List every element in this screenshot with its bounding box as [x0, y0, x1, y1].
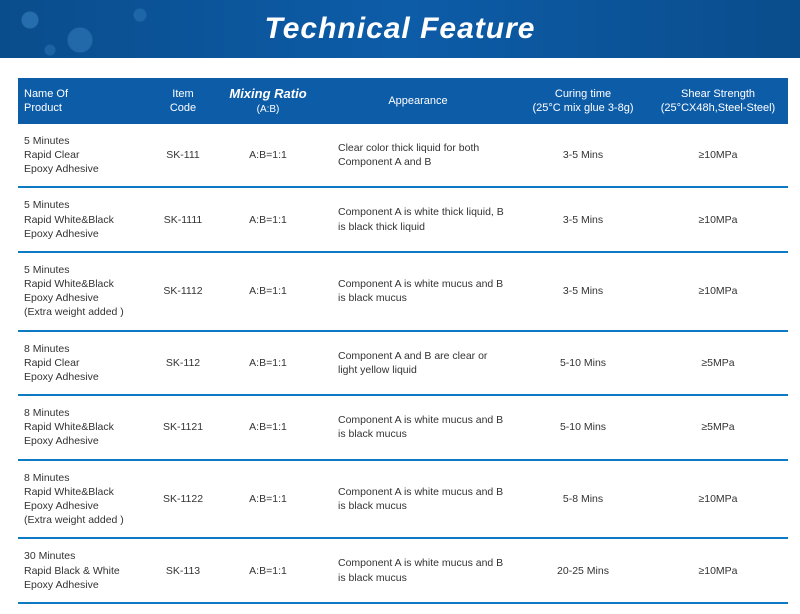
cell-shear-strength: ≥10MPa [648, 187, 788, 252]
cell-curing-time: 20-25 Mins [518, 538, 648, 603]
table-row: 8 MinutesRapid White&BlackEpoxy Adhesive… [18, 395, 788, 460]
page-header: Technical Feature [0, 0, 800, 58]
page-title: Technical Feature [265, 12, 536, 46]
col-header-curing: Curing time(25°C mix glue 3-8g) [518, 78, 648, 124]
cell-shear-strength: ≥5MPa [648, 331, 788, 396]
cell-curing-time: 3-5 Mins [518, 187, 648, 252]
cell-curing-time: 3-5 Mins [518, 252, 648, 331]
col-header-code: ItemCode [148, 78, 218, 124]
cell-curing-time: 3-5 Mins [518, 124, 648, 188]
cell-curing-time: 5-10 Mins [518, 395, 648, 460]
table-row: 8 MinutesRapid White&BlackEpoxy Adhesive… [18, 460, 788, 539]
cell-mix-ratio: A:B=1:1 [218, 460, 318, 539]
cell-curing-time: 5-10 Mins [518, 331, 648, 396]
mix-ratio-label: Mixing Ratio [224, 86, 312, 103]
cell-appearance: Component A is white mucus and B is blac… [318, 395, 518, 460]
cell-mix-ratio: A:B=1:1 [218, 395, 318, 460]
col-header-name: Name OfProduct [18, 78, 148, 124]
cell-mix-ratio: A:B=1:1 [218, 187, 318, 252]
col-header-mix: Mixing Ratio (A:B) [218, 78, 318, 124]
table-body: 5 MinutesRapid ClearEpoxy AdhesiveSK-111… [18, 124, 788, 603]
cell-shear-strength: ≥10MPa [648, 538, 788, 603]
cell-shear-strength: ≥10MPa [648, 252, 788, 331]
col-header-appearance: Appearance [318, 78, 518, 124]
cell-product-name: 5 MinutesRapid White&BlackEpoxy Adhesive… [18, 252, 148, 331]
table-row: 5 MinutesRapid ClearEpoxy AdhesiveSK-111… [18, 124, 788, 188]
cell-mix-ratio: A:B=1:1 [218, 124, 318, 188]
cell-curing-time: 5-8 Mins [518, 460, 648, 539]
cell-item-code: SK-1112 [148, 252, 218, 331]
table-row: 8 MinutesRapid ClearEpoxy AdhesiveSK-112… [18, 331, 788, 396]
cell-item-code: SK-1121 [148, 395, 218, 460]
cell-product-name: 30 MinutesRapid Black & WhiteEpoxy Adhes… [18, 538, 148, 603]
cell-appearance: Component A is white mucus and B is blac… [318, 460, 518, 539]
cell-mix-ratio: A:B=1:1 [218, 331, 318, 396]
cell-item-code: SK-1122 [148, 460, 218, 539]
cell-appearance: Clear color thick liquid for both Compon… [318, 124, 518, 188]
cell-appearance: Component A is white mucus and B is blac… [318, 538, 518, 603]
col-header-shear: Shear Strength(25°CX48h,Steel-Steel) [648, 78, 788, 124]
cell-mix-ratio: A:B=1:1 [218, 252, 318, 331]
cell-product-name: 8 MinutesRapid White&BlackEpoxy Adhesive [18, 395, 148, 460]
mix-ratio-sublabel: (A:B) [224, 103, 312, 116]
cell-appearance: Component A and B are clear or light yel… [318, 331, 518, 396]
cell-product-name: 8 MinutesRapid White&BlackEpoxy Adhesive… [18, 460, 148, 539]
cell-shear-strength: ≥5MPa [648, 395, 788, 460]
cell-product-name: 5 MinutesRapid White&BlackEpoxy Adhesive [18, 187, 148, 252]
cell-product-name: 5 MinutesRapid ClearEpoxy Adhesive [18, 124, 148, 188]
cell-mix-ratio: A:B=1:1 [218, 538, 318, 603]
cell-shear-strength: ≥10MPa [648, 124, 788, 188]
cell-item-code: SK-111 [148, 124, 218, 188]
cell-item-code: SK-1111 [148, 187, 218, 252]
table-row: 5 MinutesRapid White&BlackEpoxy Adhesive… [18, 252, 788, 331]
cell-appearance: Component A is white mucus and B is blac… [318, 252, 518, 331]
cell-product-name: 8 MinutesRapid ClearEpoxy Adhesive [18, 331, 148, 396]
cell-shear-strength: ≥10MPa [648, 460, 788, 539]
cell-item-code: SK-113 [148, 538, 218, 603]
table-container: Name OfProduct ItemCode Mixing Ratio (A:… [0, 58, 800, 614]
cell-item-code: SK-112 [148, 331, 218, 396]
cell-appearance: Component A is white thick liquid, B is … [318, 187, 518, 252]
spec-table: Name OfProduct ItemCode Mixing Ratio (A:… [18, 78, 788, 604]
table-row: 5 MinutesRapid White&BlackEpoxy Adhesive… [18, 187, 788, 252]
table-row: 30 MinutesRapid Black & WhiteEpoxy Adhes… [18, 538, 788, 603]
table-header-row: Name OfProduct ItemCode Mixing Ratio (A:… [18, 78, 788, 124]
